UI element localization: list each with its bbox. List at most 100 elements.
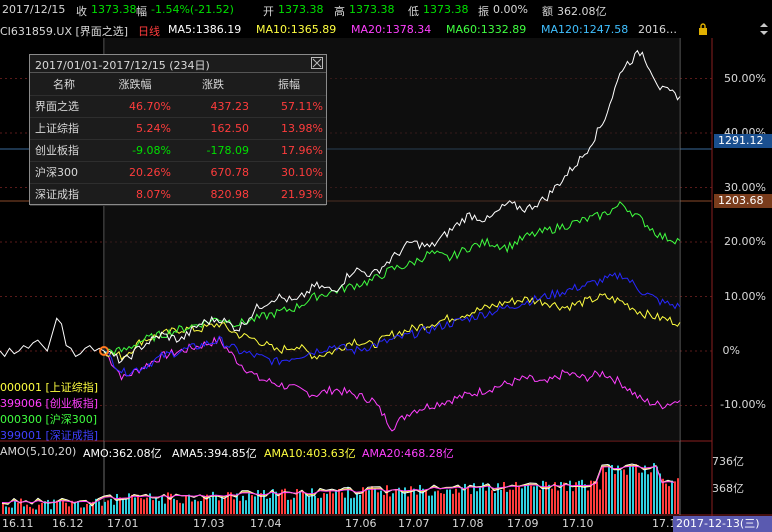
volume-bar bbox=[668, 486, 670, 514]
ma-indicator-bar: CI631859.UX [界面之选] 日线 MA5:1386.19 MA10:1… bbox=[0, 20, 772, 38]
legend-hs300[interactable]: 000300 [沪深300] bbox=[0, 413, 98, 426]
volume-bar bbox=[497, 483, 499, 514]
volume-bar bbox=[446, 489, 448, 514]
x-label: 17.04 bbox=[250, 517, 282, 530]
volume-bar bbox=[416, 494, 418, 514]
header-pct: 涨跌幅 bbox=[96, 73, 174, 96]
volume-bar bbox=[383, 494, 385, 514]
volume-bar bbox=[104, 501, 106, 514]
volume-bar bbox=[527, 485, 529, 514]
volume-bar bbox=[329, 491, 331, 514]
volume-bar bbox=[533, 486, 535, 514]
close-icon[interactable] bbox=[311, 57, 323, 69]
volume-bar bbox=[518, 485, 520, 514]
close-value: 1373.38 bbox=[91, 3, 137, 16]
open-label: 开 bbox=[263, 5, 274, 18]
volume-bar bbox=[314, 495, 316, 514]
volume-bar bbox=[191, 501, 193, 514]
volume-bar bbox=[368, 490, 370, 514]
volume-bar bbox=[665, 483, 667, 514]
volume-bar bbox=[545, 481, 547, 514]
header-name: 名称 bbox=[30, 73, 96, 96]
volume-bar bbox=[44, 501, 46, 514]
volume-bar bbox=[428, 495, 430, 514]
volume-bar bbox=[626, 474, 628, 514]
volume-bar bbox=[494, 492, 496, 514]
volume-bar bbox=[149, 493, 151, 514]
legend-sz[interactable]: 399001 [深证成指] bbox=[0, 429, 99, 442]
y-label-20: 20.00% bbox=[724, 235, 766, 248]
volume-bar bbox=[20, 498, 22, 514]
stats-amp: 21.93% bbox=[252, 183, 326, 206]
volume-bar bbox=[638, 472, 640, 514]
stats-row[interactable]: 创业板指 -9.08% -178.09 17.96% bbox=[30, 139, 326, 162]
lock-icon[interactable] bbox=[698, 23, 708, 35]
volume-bar bbox=[224, 497, 226, 514]
legend-sh[interactable]: 000001 [上证综指] bbox=[0, 381, 99, 394]
volume-bar bbox=[563, 482, 565, 514]
volume-bar bbox=[671, 480, 673, 514]
volume-bar bbox=[335, 491, 337, 514]
volume-bar bbox=[125, 498, 127, 514]
volume-bar bbox=[677, 478, 679, 514]
x-label: 17.1 bbox=[652, 517, 677, 530]
volume-bar bbox=[617, 465, 619, 514]
volume-bar bbox=[395, 488, 397, 514]
chart-lines bbox=[0, 49, 681, 432]
volume-bar bbox=[260, 493, 262, 514]
stats-row[interactable]: 沪深300 20.26% 670.78 30.10% bbox=[30, 161, 326, 184]
y-label-0: 0% bbox=[722, 344, 740, 357]
series-line bbox=[103, 271, 681, 377]
symbol-label[interactable]: CI631859.UX [界面之选] bbox=[0, 25, 129, 38]
volume-bar bbox=[65, 502, 67, 514]
volume-bar bbox=[566, 490, 568, 514]
stats-row[interactable]: 上证综指 5.24% 162.50 13.98% bbox=[30, 117, 326, 140]
volume-bar bbox=[440, 493, 442, 514]
legend-cyb[interactable]: 399006 [创业板指] bbox=[0, 397, 99, 410]
volume-bar bbox=[296, 489, 298, 514]
volume-bar bbox=[41, 502, 43, 514]
volume-bar bbox=[257, 490, 259, 514]
stats-table-header: 名称 涨跌幅 涨跌 振幅 bbox=[30, 73, 326, 96]
volume-bar bbox=[455, 488, 457, 514]
volume-bar bbox=[251, 495, 253, 514]
volume-bar bbox=[548, 484, 550, 514]
volume-bar bbox=[23, 506, 25, 514]
volume-bar bbox=[392, 493, 394, 514]
volume-bar bbox=[254, 496, 256, 514]
scroll-arrows-icon[interactable] bbox=[758, 22, 770, 36]
y-label-30: 30.00% bbox=[724, 181, 766, 194]
period-label[interactable]: 日线 bbox=[138, 25, 160, 38]
stats-name: 界面之选 bbox=[30, 95, 96, 118]
volume-bar bbox=[152, 500, 154, 514]
amo-label[interactable]: AMO(5,10,20) bbox=[0, 445, 77, 458]
ma-more-label[interactable]: 2016… bbox=[638, 23, 677, 36]
volume-bar bbox=[308, 495, 310, 514]
volume-bar bbox=[656, 466, 658, 514]
volume-bar bbox=[362, 487, 364, 514]
volume-bar bbox=[221, 496, 223, 514]
price-tag-upper: 1291.12 bbox=[714, 134, 772, 148]
amo-value: AMO:362.08亿 bbox=[83, 447, 162, 460]
y-label-minus10: -10.00% bbox=[720, 398, 766, 411]
volume-bar bbox=[374, 488, 376, 514]
volume-bar bbox=[470, 494, 472, 514]
x-label: 17.10 bbox=[562, 517, 594, 530]
volume-bar bbox=[284, 488, 286, 514]
header-chg: 涨跌 bbox=[174, 73, 252, 96]
volume-bar bbox=[158, 500, 160, 514]
volume-bar bbox=[185, 495, 187, 514]
stats-chg: 162.50 bbox=[174, 117, 252, 140]
volume-bar bbox=[113, 504, 115, 514]
volume-bar bbox=[422, 488, 424, 514]
volume-bar bbox=[17, 502, 19, 514]
stats-row[interactable]: 深证成指 8.07% 820.98 21.93% bbox=[30, 183, 326, 206]
volume-bar bbox=[380, 490, 382, 514]
x-label: 17.09 bbox=[507, 517, 539, 530]
quote-date: 2017/12/15 bbox=[2, 3, 66, 16]
stats-row[interactable]: 界面之选 46.70% 437.23 57.11% bbox=[30, 95, 326, 118]
volume-bar bbox=[11, 507, 13, 514]
pre-period-line bbox=[0, 317, 105, 358]
volume-bar bbox=[272, 489, 274, 514]
volume-bar bbox=[71, 500, 73, 514]
